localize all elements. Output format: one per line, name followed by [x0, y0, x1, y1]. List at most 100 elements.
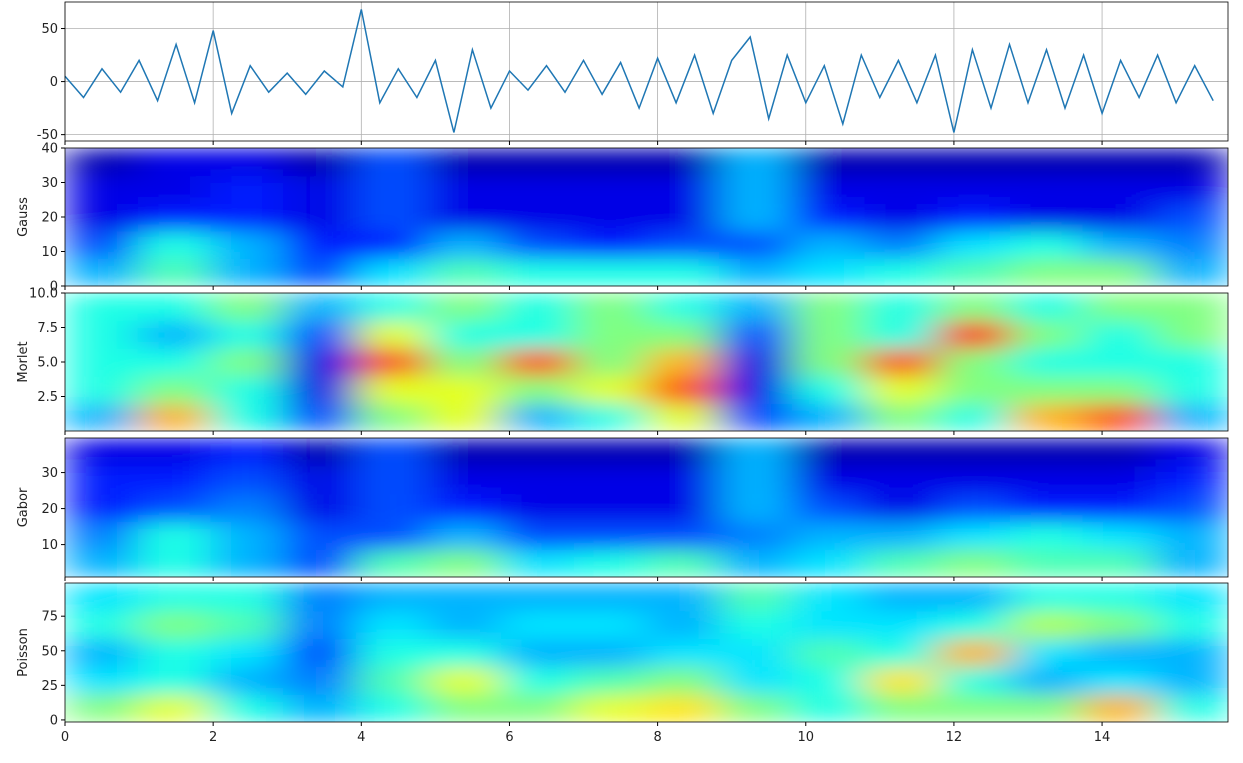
- heatmap-cell: [791, 465, 866, 495]
- heatmap-cell: [1155, 403, 1228, 431]
- heatmap-cell: [791, 348, 866, 377]
- heatmap-cell: [1009, 258, 1084, 286]
- heatmap-cell: [428, 148, 502, 177]
- heatmap-cell: [937, 666, 1011, 695]
- heatmap-cell: [1082, 549, 1156, 577]
- heatmap-cell: [501, 320, 575, 349]
- heatmap-cell: [210, 465, 284, 495]
- heatmap-cell: [791, 258, 866, 286]
- heatmap-cell: [1009, 638, 1084, 667]
- heatmap-cell: [719, 258, 793, 286]
- heatmap-cell: [1082, 293, 1156, 322]
- heatmap-cell: [573, 465, 647, 495]
- heatmap-cell: [1009, 175, 1084, 204]
- heatmap-cell: [283, 375, 357, 404]
- heatmap-cell: [791, 403, 866, 431]
- heatmap-cell: [283, 293, 357, 322]
- heatmap-cell: [937, 230, 1011, 259]
- heatmap-cell: [719, 230, 793, 259]
- heatmap-cell: [1009, 694, 1084, 722]
- heatmap-cell: [937, 403, 1011, 431]
- heatmap-cell: [65, 148, 139, 177]
- heatmap-cell: [791, 438, 866, 467]
- heatmap-cell: [864, 465, 938, 495]
- heatmap-cell: [646, 148, 720, 177]
- heatmap-cell: [210, 493, 284, 522]
- heatmap-cell: [428, 258, 502, 286]
- heatmap-cell: [1155, 694, 1228, 722]
- heatmap-cell: [1155, 258, 1228, 286]
- heatmap-cell: [791, 175, 866, 204]
- heatmap-cell: [1082, 320, 1156, 349]
- x-tick-label: 14: [1094, 730, 1111, 745]
- heatmap-cell: [1155, 666, 1228, 695]
- axes-frame: [64, 1, 1229, 142]
- heatmap-cell: [1082, 493, 1156, 522]
- heatmap-cell: [65, 348, 139, 377]
- heatmap-cell: [65, 666, 139, 695]
- heatmap-cell: [501, 666, 575, 695]
- heatmap-cell: [65, 549, 139, 577]
- heatmap-cell: [646, 583, 720, 612]
- x-tick-label: 6: [505, 730, 513, 745]
- heatmap-cell: [428, 348, 502, 377]
- heatmap-cell: [573, 610, 647, 640]
- heatmap: [65, 148, 1228, 286]
- heatmap-cell: [428, 203, 502, 232]
- heatmap-cell: [1155, 465, 1228, 495]
- heatmap-cell: [210, 258, 284, 286]
- heatmap-cell: [210, 175, 284, 204]
- heatmap-cell: [864, 438, 938, 467]
- y-tick-label: 10: [41, 245, 58, 260]
- heatmap-cell: [137, 230, 211, 259]
- heatmap-cell: [65, 465, 139, 495]
- heatmap-cell: [137, 666, 211, 695]
- heatmap-cell: [573, 293, 647, 322]
- heatmap-cell: [283, 403, 357, 431]
- x-tick-label: 8: [653, 730, 661, 745]
- heatmap-cell: [1009, 583, 1084, 612]
- heatmap-cell: [501, 694, 575, 722]
- heatmap-cell: [1009, 375, 1084, 404]
- panel: 2.5 5.0 7.5 10.0 Morlet: [16, 287, 1229, 435]
- heatmap-cell: [1082, 583, 1156, 612]
- heatmap-cell: [210, 320, 284, 349]
- y-tick-label: 10.0: [29, 287, 58, 302]
- heatmap-cell: [937, 203, 1011, 232]
- x-tick-label: 0: [61, 730, 69, 745]
- heatmap-cell: [864, 175, 938, 204]
- heatmap-cell: [719, 521, 793, 550]
- y-tick-label: 5.0: [37, 356, 58, 371]
- heatmap-cell: [428, 638, 502, 667]
- heatmap-cell: [428, 175, 502, 204]
- heatmap-cell: [65, 610, 139, 640]
- heatmap-cell: [937, 258, 1011, 286]
- panel: 0 10 20 30 40 Gauss: [16, 142, 1229, 295]
- heatmap-cell: [65, 638, 139, 667]
- heatmap-cell: [646, 549, 720, 577]
- y-axis-label: Poisson: [16, 628, 31, 677]
- heatmap-cell: [1009, 293, 1084, 322]
- heatmap-cell: [1082, 694, 1156, 722]
- heatmap-cell: [791, 521, 866, 550]
- panel: 0 25 50 75 0 2 4 6 8 10 12 14 Poisson: [16, 582, 1229, 745]
- heatmap-cell: [791, 320, 866, 349]
- y-tick-label: -50: [37, 128, 58, 143]
- x-tick-label: 2: [209, 730, 217, 745]
- y-tick-label: 20: [41, 211, 58, 226]
- heatmap-cell: [501, 175, 575, 204]
- heatmap-cell: [1155, 610, 1228, 640]
- heatmap-cell: [646, 203, 720, 232]
- heatmap-cell: [719, 403, 793, 431]
- heatmap-cell: [864, 320, 938, 349]
- heatmap-cell: [355, 293, 429, 322]
- heatmap-cell: [65, 521, 139, 550]
- heatmap-cell: [283, 203, 357, 232]
- heatmap-cell: [937, 348, 1011, 377]
- heatmap-cell: [719, 638, 793, 667]
- heatmap-cell: [137, 638, 211, 667]
- heatmap-cell: [210, 403, 284, 431]
- heatmap-cell: [864, 258, 938, 286]
- heatmap: [65, 293, 1228, 431]
- heatmap-cell: [646, 230, 720, 259]
